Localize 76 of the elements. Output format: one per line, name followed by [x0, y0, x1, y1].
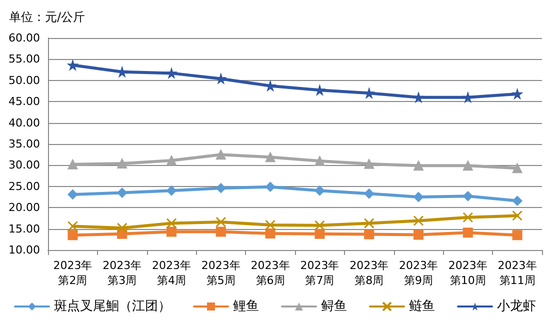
point — [166, 218, 177, 229]
point — [314, 85, 325, 96]
x-tick-label: 2023年第9周 — [399, 259, 438, 287]
point — [364, 88, 374, 98]
point — [462, 160, 473, 171]
point — [314, 228, 325, 239]
x-tick-label: 2023年第11周 — [498, 259, 537, 287]
point — [216, 226, 226, 237]
point — [512, 230, 522, 240]
point — [166, 186, 176, 196]
y-tick-label: 60.00 — [8, 32, 40, 44]
x-tick-label: 2023年第2周 — [53, 259, 92, 287]
y-tick-label: 30.00 — [8, 158, 40, 172]
point — [462, 212, 474, 223]
point — [117, 66, 128, 77]
point — [68, 60, 78, 70]
y-tick-label: 55.00 — [8, 52, 40, 66]
y-tick-label: 20.00 — [8, 201, 40, 214]
x-tick-label: 2023年第10周 — [448, 259, 488, 287]
point — [265, 220, 276, 230]
point — [265, 228, 276, 238]
y-tick-label: 10.00 — [8, 244, 40, 256]
point — [462, 228, 473, 238]
legend-label: 鲤鱼 — [233, 299, 259, 314]
point — [166, 226, 176, 237]
legend-label: 斑点叉尾鮰（江团） — [54, 299, 171, 314]
x-tick-label: 2023年第8周 — [350, 259, 389, 287]
x-tick-label: 2023年第7周 — [300, 259, 340, 287]
point — [68, 159, 78, 170]
point — [314, 156, 325, 166]
legend-label: 鲟鱼 — [321, 299, 347, 314]
point — [68, 230, 78, 240]
point — [166, 156, 176, 166]
point — [314, 186, 325, 196]
point — [462, 191, 473, 202]
point — [364, 188, 374, 199]
point — [414, 92, 424, 102]
point — [265, 182, 276, 192]
point — [413, 215, 424, 226]
point — [68, 189, 78, 200]
point — [364, 218, 374, 229]
point — [216, 150, 226, 160]
x-tick-label: 2023年第4周 — [152, 259, 191, 287]
point — [67, 221, 78, 232]
point — [166, 68, 176, 78]
legend-label: 小龙虾 — [497, 299, 536, 314]
point — [216, 74, 226, 84]
y-tick-label: 50.00 — [8, 74, 40, 87]
point — [116, 222, 128, 234]
point — [364, 229, 374, 240]
point — [216, 183, 226, 194]
point — [117, 188, 128, 198]
y-tick-label: 15.00 — [8, 222, 40, 236]
y-tick-label: 35.00 — [8, 138, 40, 150]
point — [414, 192, 424, 202]
x-tick-label: 2023年第5周 — [201, 259, 240, 287]
point — [512, 196, 522, 206]
x-tick-label: 2023年第3周 — [102, 259, 142, 287]
chart-title: 单位：元/公斤 — [9, 10, 86, 24]
point — [265, 80, 276, 91]
point — [265, 152, 276, 162]
point — [414, 160, 424, 171]
point — [462, 92, 473, 102]
point — [512, 210, 523, 221]
point — [512, 163, 522, 174]
x-tick-label: 2023年第6周 — [250, 259, 290, 287]
point — [364, 158, 374, 169]
y-tick-label: 40.00 — [8, 116, 40, 130]
point — [414, 230, 424, 240]
y-tick-label: 25.00 — [8, 180, 40, 193]
legend-label: 鲢鱼 — [409, 299, 435, 314]
point — [216, 216, 226, 228]
point — [117, 158, 128, 169]
point — [314, 220, 325, 231]
y-tick-label: 45.00 — [8, 95, 40, 108]
point — [512, 88, 522, 99]
